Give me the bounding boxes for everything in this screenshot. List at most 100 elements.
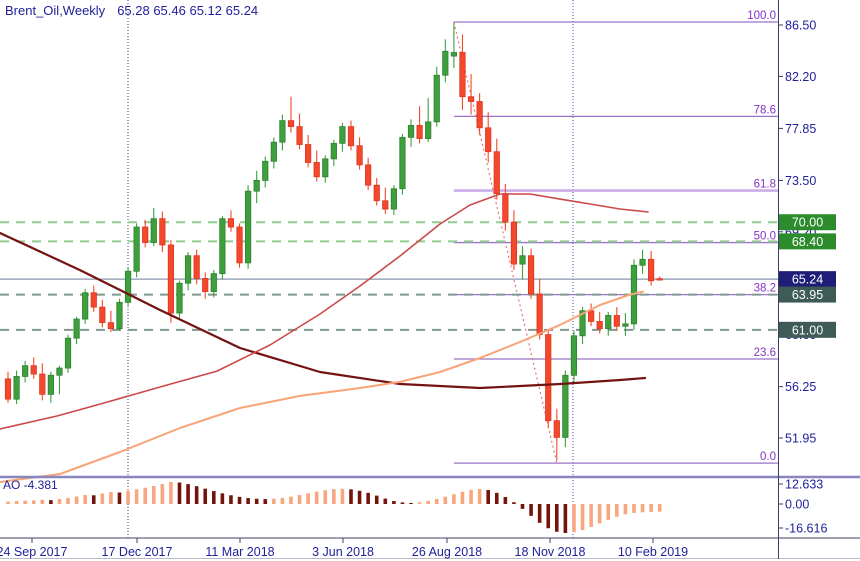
candle-body: [313, 162, 320, 178]
candle-body: [442, 50, 449, 76]
level-price-box: [779, 214, 836, 231]
ao-bar: [177, 482, 182, 504]
level-price-box: [779, 286, 836, 303]
candle-body: [279, 120, 286, 143]
ao-bar: [74, 496, 79, 504]
fib-level-label: 0.0: [760, 451, 776, 463]
candle-body: [467, 96, 475, 102]
candle-body: [605, 315, 612, 330]
ao-bar: [632, 504, 636, 513]
candle-body: [116, 301, 123, 330]
ao-bar: [263, 499, 268, 504]
ao-bar: [314, 491, 319, 504]
ao-bar: [469, 489, 473, 504]
ao-bar: [640, 504, 645, 513]
fib-level-label: 61.8: [754, 179, 776, 191]
ao-bar: [134, 489, 139, 504]
ao-bar: [434, 498, 439, 504]
ao-bar: [289, 496, 293, 504]
ao-bar: [297, 495, 302, 504]
candle-body: [579, 310, 586, 337]
ao-bar: [117, 492, 122, 504]
ao-bar: [460, 491, 465, 504]
ao-bar: [203, 488, 208, 504]
candles-layer: [4, 22, 663, 461]
ao-bar: [23, 500, 27, 504]
time-axis-label: 11 Mar 2018: [205, 545, 274, 559]
ao-bar: [426, 500, 430, 504]
candle-body: [390, 188, 397, 210]
ao-bar: [417, 502, 422, 504]
ao-bar: [40, 499, 45, 504]
ao-bar: [57, 498, 62, 504]
time-axis-label: 10 Feb 2019: [618, 545, 688, 559]
ao-bar: [306, 493, 310, 504]
candle-body: [133, 226, 140, 272]
ao-bar: [357, 490, 362, 504]
price-axis-label: 86.50: [785, 19, 816, 33]
fib-level-label: 78.6: [754, 104, 776, 116]
ao-bar: [374, 495, 379, 504]
candle-body: [562, 374, 569, 438]
candle-body: [13, 376, 20, 400]
time-axis-label: 18 Nov 2018: [515, 545, 586, 559]
price-axis-label: 51.95: [785, 432, 816, 446]
ao-axis-label: -16.616: [785, 522, 827, 536]
candle-body: [150, 218, 157, 243]
candle-body: [510, 221, 518, 265]
candle-body: [262, 160, 269, 181]
chart-title: Brent_Oil,Weekly 65.28 65.46 65.12 65.24: [5, 3, 258, 18]
ao-bar: [143, 487, 147, 504]
candle-body: [82, 292, 89, 320]
candle-body: [227, 218, 235, 228]
time-axis-label: 26 Aug 2018: [412, 545, 482, 559]
price-axis-label: 56.25: [785, 380, 816, 394]
candle-body: [202, 278, 209, 292]
time-axis[interactable]: 24 Sep 2017 17 Dec 2017 11 Mar 2018 3 Jun 2…: [0, 538, 688, 559]
candle-body: [382, 200, 389, 210]
ao-bar: [49, 500, 53, 504]
ao-bar: [151, 486, 156, 504]
candle-body: [287, 120, 295, 128]
candle-body: [596, 321, 603, 330]
candle-body: [545, 334, 552, 422]
candle-body: [322, 158, 329, 178]
candle-body: [30, 365, 37, 375]
ao-bar: [597, 504, 602, 524]
ao-bar: [606, 504, 611, 520]
candle-body: [184, 255, 192, 284]
ao-bar: [349, 489, 353, 504]
candle-body: [270, 141, 277, 162]
ao-indicator-label: AO -4.381: [3, 478, 58, 492]
ao-bar: [452, 494, 456, 504]
ao-bar: [494, 492, 499, 504]
candle-body: [339, 126, 346, 144]
time-axis-label: 17 Dec 2017: [102, 545, 173, 559]
candle-body: [219, 218, 226, 275]
fib-level-label: 100.0: [747, 10, 776, 22]
ao-bar: [503, 497, 508, 504]
ao-bar: [537, 504, 542, 523]
ao-bar: [580, 504, 585, 531]
candle-body: [527, 255, 535, 295]
ao-bar: [212, 491, 216, 504]
ao-bar: [563, 504, 568, 533]
ao-bar: [83, 495, 87, 504]
fib-level-label: 23.6: [754, 347, 776, 359]
candle-body: [399, 136, 406, 190]
candle-body: [356, 145, 363, 166]
ma-line-salmon: [0, 290, 644, 483]
candle-body: [433, 74, 440, 123]
ao-bar: [383, 498, 388, 504]
candle-body: [39, 373, 46, 395]
ma-line-red: [0, 193, 649, 430]
ao-bar: [323, 490, 328, 504]
candle-body: [656, 278, 663, 281]
candle-body: [407, 125, 415, 138]
ao-bar: [443, 496, 448, 504]
ma-line-maroon: [0, 231, 647, 390]
ao-axis-label: 12.633: [785, 478, 823, 492]
